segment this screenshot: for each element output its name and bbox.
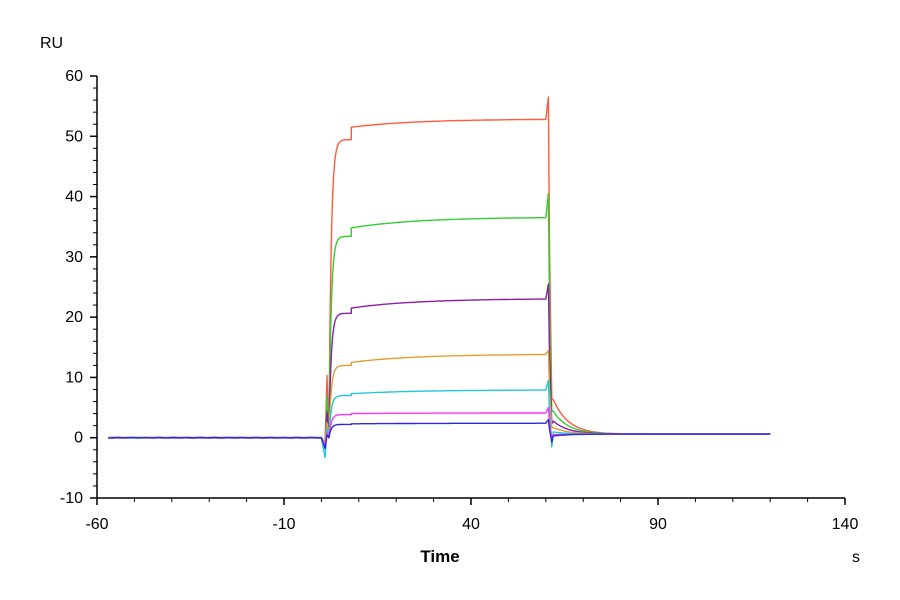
- x-tick-label: -10: [272, 516, 295, 533]
- x-unit-label: s: [852, 549, 860, 566]
- series-line-5: [108, 379, 771, 459]
- y-tick-label: 30: [65, 249, 83, 266]
- x-tick-label: 40: [462, 516, 480, 533]
- y-tick-label: 40: [65, 189, 83, 206]
- series-line-4: [108, 349, 771, 444]
- x-tick-label: -60: [85, 516, 108, 533]
- y-tick-label: -10: [60, 490, 83, 507]
- y-tick-label: 10: [65, 369, 83, 386]
- series-line-3: [108, 283, 771, 447]
- x-axis-ticks: -60 -10 40 90 140: [85, 498, 858, 533]
- y-tick-label: 60: [65, 68, 83, 85]
- y-axis-ticks: -10 0 10 20 30 40 50 60: [60, 68, 97, 507]
- x-axis-title: Time: [420, 547, 459, 566]
- series-line-6: [108, 406, 771, 447]
- series-line-2: [108, 192, 771, 444]
- x-tick-label: 140: [832, 516, 859, 533]
- x-tick-label: 90: [649, 516, 667, 533]
- series-layer: [108, 96, 771, 459]
- y-unit-label: RU: [40, 35, 63, 52]
- y-tick-label: 0: [74, 430, 83, 447]
- y-tick-label: 50: [65, 128, 83, 145]
- y-tick-label: 20: [65, 309, 83, 326]
- series-line-7: [108, 418, 771, 450]
